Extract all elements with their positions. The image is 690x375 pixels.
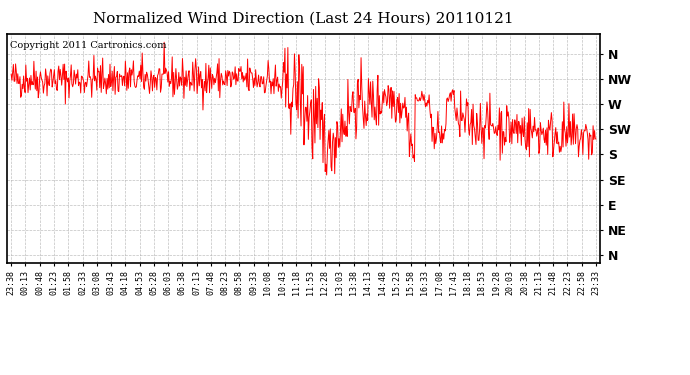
Text: Normalized Wind Direction (Last 24 Hours) 20110121: Normalized Wind Direction (Last 24 Hours…	[93, 11, 514, 25]
Text: Copyright 2011 Cartronics.com: Copyright 2011 Cartronics.com	[10, 40, 166, 50]
